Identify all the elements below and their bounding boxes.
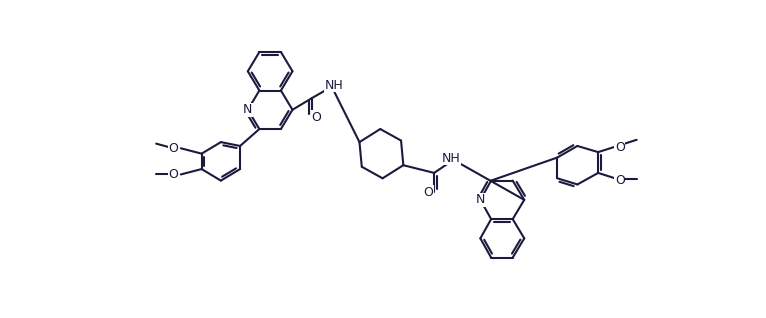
Text: O: O [169,168,178,181]
Text: N: N [476,193,485,206]
Text: O: O [615,174,624,187]
Text: O: O [423,186,433,199]
Text: O: O [169,142,178,155]
Text: NH: NH [442,152,460,165]
Text: NH: NH [325,79,343,92]
Text: O: O [615,141,624,154]
Text: O: O [312,111,321,124]
Text: N: N [243,103,253,116]
